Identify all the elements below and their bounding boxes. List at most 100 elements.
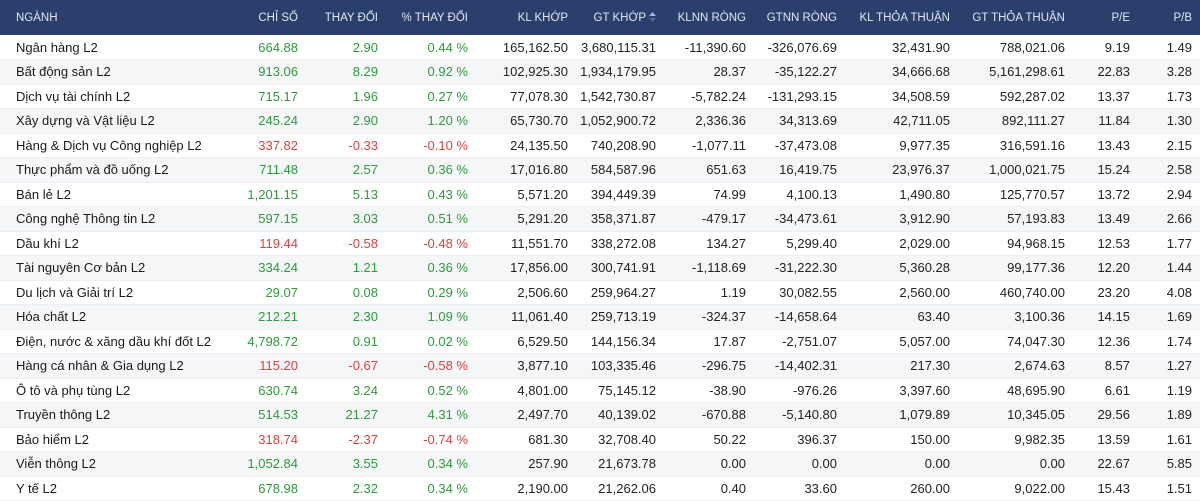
sector-row[interactable]: Truyền thông L2 514.53 21.27 4.31 % 2,497.70… [0,402,1200,428]
sort-icon[interactable] [649,12,656,23]
sector-name: Y tế L2 [0,476,240,501]
sector-row[interactable]: Hóa chất L2 212.21 2.30 1.09 % 11,061.40 259,… [0,304,1200,330]
sector-row[interactable]: Hàng & Dịch vụ Công nghiệp L2 337.82 -0.33… [0,133,1200,158]
sector-row[interactable]: Ô tô và phụ tùng L2 630.74 3.24 0.52 % 4,801… [0,378,1200,403]
column-label[interactable]: % THAY ĐỔI [401,11,468,24]
sector-name: Ô tô và phụ tùng L2 [0,378,240,403]
sector-row[interactable]: Bất động sản L2 913.06 8.29 0.92 % 102,925.3… [0,59,1200,85]
column-label[interactable]: GT THỎA THUẬN [972,11,1065,24]
sector-name: Dầu khí L2 [0,231,240,256]
column-label[interactable]: KL THỎA THUẬN [859,11,950,24]
cell-value: 23.20 [1073,280,1138,305]
cell-value: 460,740.00 [958,280,1073,305]
cell-value: 29.56 [1073,402,1138,428]
column-header[interactable]: CHỈ SỐ [240,0,306,35]
cell-value: 2.30 [306,304,386,330]
column-header[interactable]: GT KHỚP [576,0,664,35]
column-label[interactable]: P/B [1173,11,1192,24]
header-row: NGÀNH CHỈ SỐ THAY ĐỔI % THAY ĐỔI KL KHỚP GT K… [0,0,1200,35]
sector-row[interactable]: Công nghệ Thông tin L2 597.15 3.03 0.51 % 5,… [0,206,1200,232]
cell-value: -296.75 [664,353,754,379]
cell-value: 0.34 % [386,451,476,477]
cell-value: 2,336.36 [664,108,754,134]
cell-value: 17,856.00 [476,255,576,281]
column-label[interactable]: P/E [1111,11,1130,24]
cell-value: 892,111.27 [958,108,1073,134]
cell-value: 1.19 [1138,378,1200,403]
cell-value: 592,287.02 [958,84,1073,109]
cell-value: 1.49 [1138,35,1200,60]
cell-value: -14,402.31 [754,353,845,379]
cell-value: 1,490.80 [845,182,958,207]
column-header[interactable]: % THAY ĐỔI [386,0,476,35]
column-header[interactable]: P/E [1073,0,1138,35]
sector-row[interactable]: Y tế L2 678.98 2.32 0.34 % 2,190.00 21,262.06… [0,476,1200,501]
cell-value: 22.83 [1073,59,1138,85]
cell-value: 103,335.46 [576,353,664,379]
cell-value: 1.89 [1138,402,1200,428]
column-header[interactable]: NGÀNH [0,0,240,35]
cell-value: 102,925.30 [476,59,576,85]
column-header[interactable]: GT THỎA THUẬN [958,0,1073,35]
cell-value: 15.43 [1073,476,1138,501]
cell-value: 0.27 % [386,84,476,109]
column-header[interactable]: KLNN RÒNG [664,0,754,35]
cell-value: 740,208.90 [576,133,664,158]
cell-value: -1,118.69 [664,255,754,281]
cell-value: 34,313.69 [754,108,845,134]
sector-name: Xây dựng và Vật liệu L2 [0,108,240,134]
cell-value: 77,078.30 [476,84,576,109]
cell-value: 150.00 [845,427,958,452]
cell-value: 0.52 % [386,378,476,403]
sector-row[interactable]: Điện, nước & xăng dầu khí đốt L2 4,798.72… [0,329,1200,354]
sector-row[interactable]: Dịch vụ tài chính L2 715.17 1.96 0.27 % 77,0… [0,84,1200,109]
sector-row[interactable]: Du lịch và Giải trí L2 29.07 0.08 0.29 % 2,5… [0,280,1200,305]
cell-value: 5,291.20 [476,206,576,232]
column-label[interactable]: NGÀNH [16,11,58,24]
cell-value: 2,497.70 [476,402,576,428]
cell-value: -31,222.30 [754,255,845,281]
cell-value: 40,139.02 [576,402,664,428]
cell-value: 3.28 [1138,59,1200,85]
column-label[interactable]: CHỈ SỐ [258,11,298,24]
column-header[interactable]: P/B [1138,0,1200,35]
cell-value: 30,082.55 [754,280,845,305]
column-label[interactable]: KL KHỚP [517,11,568,24]
sector-name: Truyền thông L2 [0,402,240,428]
cell-value: 1,201.15 [240,182,306,207]
cell-value: 1.69 [1138,304,1200,330]
sector-name: Ngân hàng L2 [0,35,240,60]
sector-row[interactable]: Ngân hàng L2 664.88 2.90 0.44 % 165,162.50 3,… [0,35,1200,60]
column-label[interactable]: KLNN RÒNG [677,11,746,24]
sector-row[interactable]: Viễn thông L2 1,052.84 3.55 0.34 % 257.90 21,… [0,451,1200,477]
cell-value: 8.29 [306,59,386,85]
sector-row[interactable]: Dầu khí L2 119.44 -0.58 -0.48 % 11,551.70 338… [0,231,1200,256]
column-header[interactable]: GTNN RÒNG [754,0,845,35]
column-header[interactable]: THAY ĐỔI [306,0,386,35]
sector-row[interactable]: Bán lẻ L2 1,201.15 5.13 0.43 % 5,571.20 394,4… [0,182,1200,207]
sector-row[interactable]: Thực phẩm và đồ uống L2 711.48 2.57 0.36 % 1… [0,157,1200,183]
cell-value: 17,016.80 [476,157,576,183]
column-label[interactable]: THAY ĐỔI [324,11,378,24]
cell-value: 259,713.19 [576,304,664,330]
cell-value: -0.48 % [386,231,476,256]
column-label[interactable]: GTNN RÒNG [766,11,837,24]
column-label[interactable]: GT KHỚP [593,11,646,24]
cell-value: 212.21 [240,304,306,330]
cell-value: 3,877.10 [476,353,576,379]
cell-value: 3,912.90 [845,206,958,232]
column-header[interactable]: KL THỎA THUẬN [845,0,958,35]
sector-row[interactable]: Xây dựng và Vật liệu L2 245.24 2.90 1.20 % 6… [0,108,1200,134]
cell-value: 5,057.00 [845,329,958,354]
sector-row[interactable]: Hàng cá nhân & Gia dụng L2 115.20 -0.67 -0.… [0,353,1200,379]
cell-value: 17.87 [664,329,754,354]
cell-value: 0.34 % [386,476,476,501]
sector-row[interactable]: Bảo hiểm L2 318.74 -2.37 -0.74 % 681.30 32,70… [0,427,1200,452]
cell-value: 1.19 [664,280,754,305]
cell-value: 0.91 [306,329,386,354]
cell-value: 34,508.59 [845,84,958,109]
cell-value: 788,021.06 [958,35,1073,60]
column-header[interactable]: KL KHỚP [476,0,576,35]
sector-row[interactable]: Tài nguyên Cơ bản L2 334.24 1.21 0.36 % 17,8… [0,255,1200,281]
cell-value: 4,801.00 [476,378,576,403]
